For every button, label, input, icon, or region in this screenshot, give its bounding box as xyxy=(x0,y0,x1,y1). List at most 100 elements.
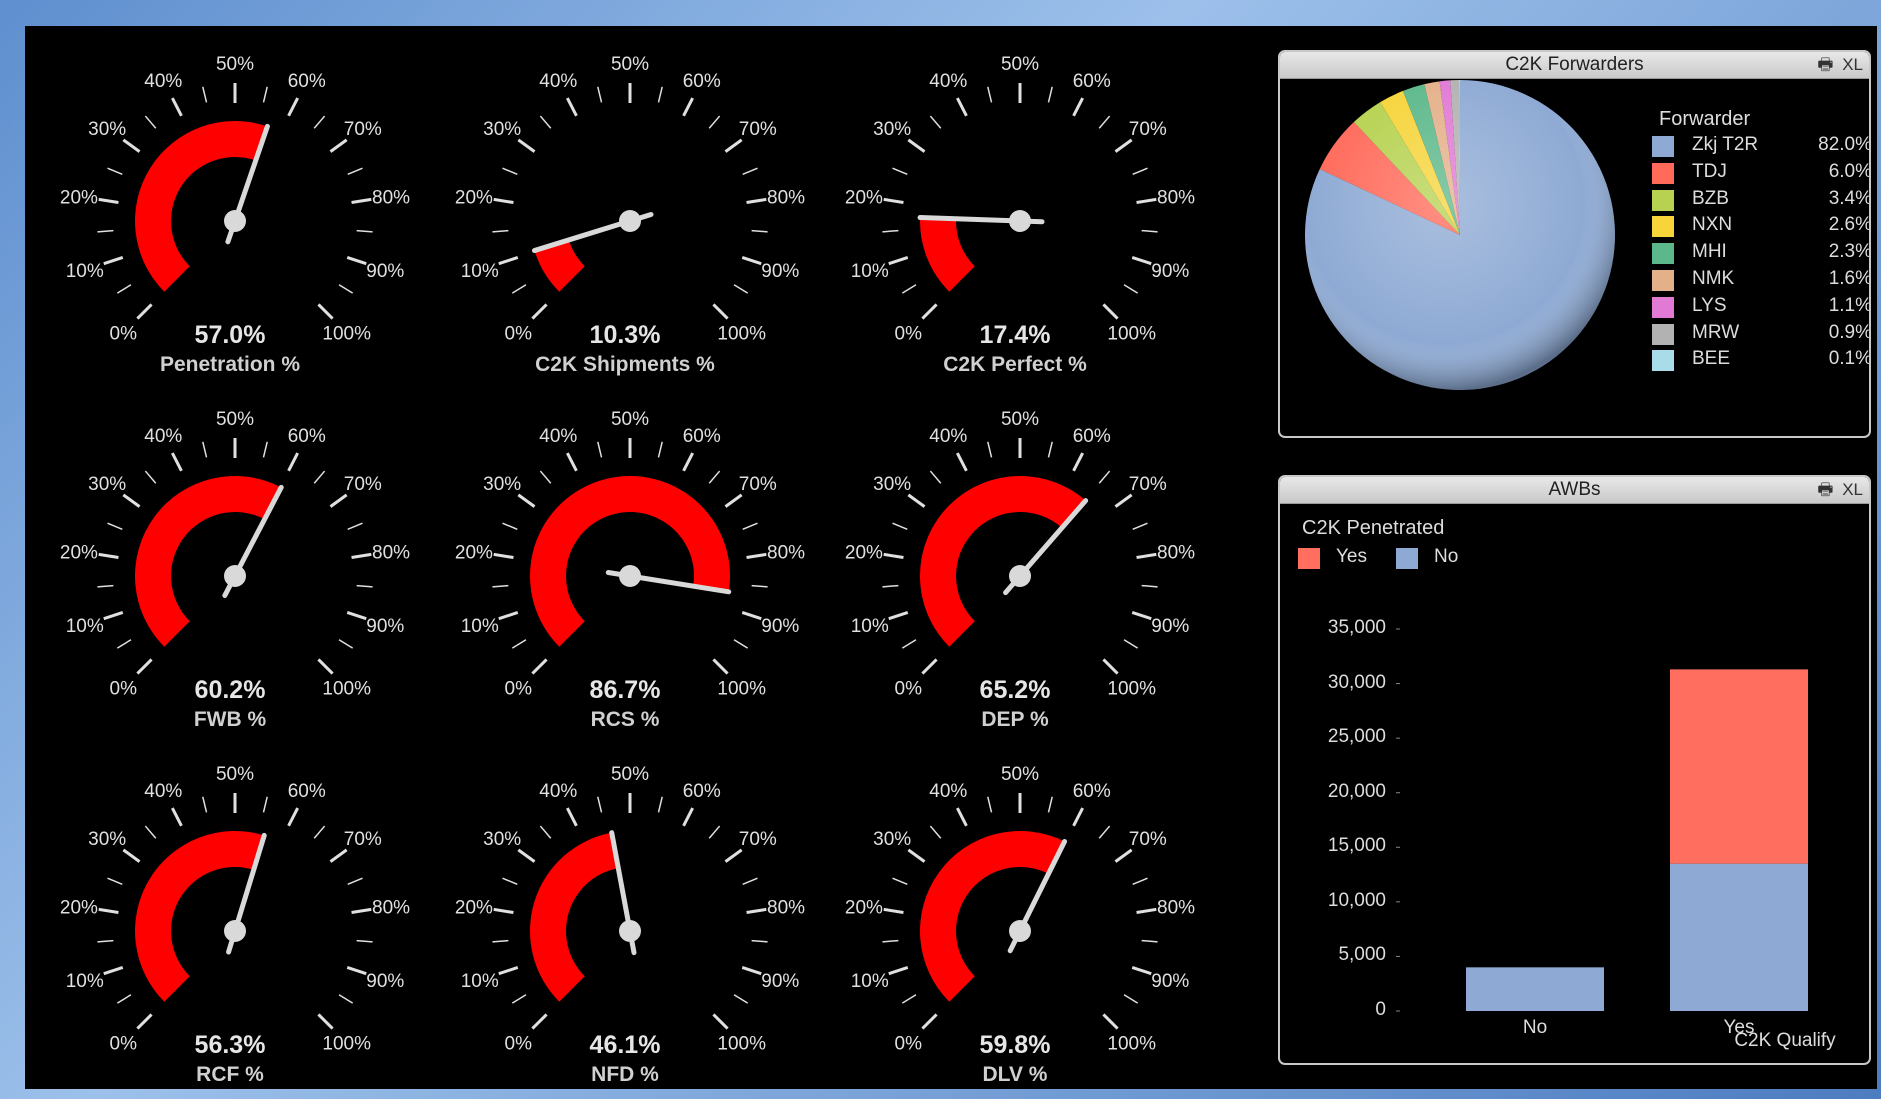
excel-export-icon[interactable]: XL xyxy=(1842,55,1863,74)
tick-label: 40% xyxy=(929,781,967,802)
minor-tick xyxy=(901,639,917,649)
major-tick xyxy=(351,552,372,560)
legend-item-nmk[interactable]: NMK 1.6% xyxy=(1652,268,1869,294)
gauge-rcf[interactable]: 0% 10% 20% 30% 40% 50% 60% 70% 80% 90% 100% 56.3% RC… xyxy=(30,741,430,1099)
awbs-bar-chart[interactable] xyxy=(1280,477,1869,1063)
gauge-hub xyxy=(224,210,246,232)
minor-tick xyxy=(708,470,721,484)
major-tick xyxy=(907,493,926,508)
gauge-label: RCF % xyxy=(196,1063,264,1086)
dashboard-canvas: 0% 10% 20% 30% 40% 50% 60% 70% 80% 90% 100% 57.0% Pe… xyxy=(25,26,1877,1089)
major-tick xyxy=(1131,256,1152,266)
gauge-value: 57.0% xyxy=(194,321,266,349)
tick-label: 70% xyxy=(739,829,777,850)
forwarders-pie-chart[interactable] xyxy=(1280,79,1869,435)
legend-swatch xyxy=(1652,243,1674,265)
gauge-c2k-shipments[interactable]: 0% 10% 20% 30% 40% 50% 60% 70% 80% 90% 100% 10.3% C2… xyxy=(425,31,825,389)
minor-tick xyxy=(338,284,354,294)
major-tick xyxy=(888,256,909,266)
tick-label: 10% xyxy=(851,616,889,637)
minor-tick xyxy=(144,470,157,484)
major-tick xyxy=(98,552,119,560)
tick-label: 100% xyxy=(1107,1034,1156,1055)
major-tick xyxy=(741,966,762,976)
minor-tick xyxy=(597,441,603,458)
minor-tick xyxy=(97,229,114,233)
legend-item-yes[interactable]: Yes xyxy=(1298,546,1388,572)
print-icon[interactable]: 🖶 xyxy=(1817,55,1834,74)
legend-item-tdj[interactable]: TDJ 6.0% xyxy=(1652,160,1871,187)
legend-swatch xyxy=(1652,323,1674,345)
legend-item-zkj-t2r[interactable]: Zkj T2R 82.0% xyxy=(1652,134,1869,160)
gauge-nfd[interactable]: 0% 10% 20% 30% 40% 50% 60% 70% 80% 90% 100% 46.1% NF… xyxy=(425,741,825,1099)
tick-label: 60% xyxy=(1073,781,1111,802)
major-tick xyxy=(317,1013,334,1030)
minor-tick xyxy=(502,167,518,176)
major-tick xyxy=(746,552,767,560)
gauge-value: 65.2% xyxy=(979,676,1051,704)
tick-label: 20% xyxy=(60,542,98,563)
major-tick xyxy=(287,452,299,472)
legend-percent: 0.9% xyxy=(1828,321,1871,343)
legend-item-mhi[interactable]: MHI 2.3% xyxy=(1652,241,1869,267)
gauge-dep[interactable]: 0% 10% 20% 30% 40% 50% 60% 70% 80% 90% 100% 65.2% DE… xyxy=(815,386,1215,744)
tick-label: 30% xyxy=(873,119,911,140)
minor-tick xyxy=(202,441,208,458)
bar-yes-segment-no xyxy=(1670,863,1808,1011)
minor-tick xyxy=(313,115,326,129)
tick-label: 40% xyxy=(929,426,967,447)
major-tick xyxy=(317,303,334,320)
gauge-rcs[interactable]: 0% 10% 20% 30% 40% 50% 60% 70% 80% 90% 100% 86.7% RC… xyxy=(425,386,825,744)
gauge-label: DEP % xyxy=(981,708,1049,731)
minor-tick xyxy=(511,639,527,649)
minor-tick xyxy=(1141,584,1158,588)
tick-label: 20% xyxy=(845,187,883,208)
minor-tick xyxy=(733,639,749,649)
major-tick xyxy=(907,848,926,863)
tick-label: 10% xyxy=(461,971,499,992)
tick-label: 60% xyxy=(288,71,326,92)
print-icon[interactable]: 🖶 xyxy=(1817,480,1834,499)
major-tick xyxy=(724,848,743,863)
legend-item-mrw[interactable]: MRW 0.9% xyxy=(1652,321,1871,348)
legend-item-nxn[interactable]: NXN 2.6% xyxy=(1652,214,1869,240)
tick-label: 60% xyxy=(683,71,721,92)
legend-item-bee[interactable]: BEE 0.1% xyxy=(1652,348,1869,374)
minor-tick xyxy=(539,470,552,484)
minor-tick xyxy=(882,229,899,233)
tick-label: 50% xyxy=(216,54,254,75)
minor-tick xyxy=(733,994,749,1004)
legend-item-no[interactable]: No xyxy=(1396,546,1486,572)
awbs-panel-header[interactable]: AWBs 🖶 XL xyxy=(1280,477,1869,504)
minor-tick xyxy=(751,939,768,943)
forwarders-panel-title: C2K Forwarders xyxy=(1505,54,1644,75)
legend-label: TDJ xyxy=(1692,160,1727,182)
legend-label: NMK xyxy=(1692,268,1735,289)
gauge-dlv[interactable]: 0% 10% 20% 30% 40% 50% 60% 70% 80% 90% 100% 59.8% DL… xyxy=(815,741,1215,1099)
major-tick xyxy=(103,611,124,621)
minor-tick xyxy=(107,167,123,176)
gauge-value-band xyxy=(530,476,730,647)
forwarders-panel-header[interactable]: C2K Forwarders 🖶 XL xyxy=(1280,52,1869,79)
tick-label: 80% xyxy=(372,897,410,918)
gauge-c2k-perfect[interactable]: 0% 10% 20% 30% 40% 50% 60% 70% 80% 90% 100% 17.4% C2… xyxy=(815,31,1215,389)
excel-export-icon[interactable]: XL xyxy=(1842,480,1863,499)
tick-label: 30% xyxy=(483,474,521,495)
gauge-hub xyxy=(619,565,641,587)
tick-label: 20% xyxy=(60,897,98,918)
minor-tick xyxy=(901,994,917,1004)
gauge-fwb[interactable]: 0% 10% 20% 30% 40% 50% 60% 70% 80% 90% 100% 60.2% FW… xyxy=(30,386,430,744)
tick-label: 100% xyxy=(717,1034,766,1055)
minor-tick xyxy=(657,796,663,813)
legend-item-lys[interactable]: LYS 1.1% xyxy=(1652,295,1869,321)
tick-label: 50% xyxy=(1001,764,1039,785)
tick-label: 0% xyxy=(895,679,923,700)
major-tick xyxy=(746,907,767,915)
legend-percent: 6.0% xyxy=(1828,160,1871,182)
minor-tick xyxy=(356,584,373,588)
minor-tick xyxy=(901,284,917,294)
tick-label: 90% xyxy=(1151,261,1189,282)
gauge-penetration[interactable]: 0% 10% 20% 30% 40% 50% 60% 70% 80% 90% 100% 57.0% Pe… xyxy=(30,31,430,389)
tick-label: 10% xyxy=(851,971,889,992)
legend-item-bzb[interactable]: BZB 3.4% xyxy=(1652,188,1869,214)
